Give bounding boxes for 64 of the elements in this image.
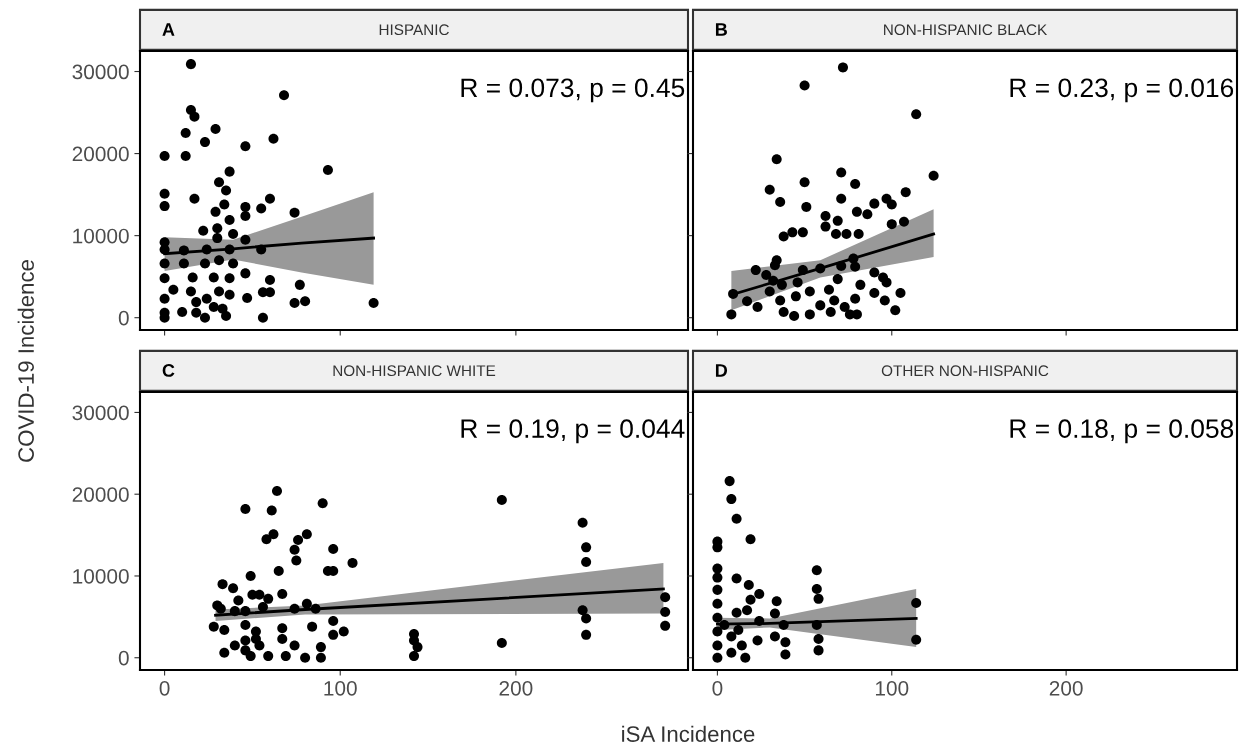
annotation: R = 0.23, p = 0.016 — [1010, 78, 1234, 103]
y-tick-label: 0 — [118, 310, 129, 326]
point — [712, 584, 723, 595]
point — [712, 598, 723, 609]
y-tick-label: 30000 — [72, 405, 129, 421]
point — [731, 573, 742, 584]
point — [726, 631, 737, 642]
point — [724, 476, 735, 487]
chart-title: NON-HISPANIC WHITE — [333, 365, 496, 377]
annotation: R = 0.18, p = 0.058 — [1010, 419, 1234, 444]
chart-title: HISPANIC — [379, 24, 449, 36]
point — [733, 624, 744, 635]
point — [731, 607, 742, 618]
point — [752, 635, 763, 646]
point — [712, 563, 723, 574]
point — [811, 584, 822, 595]
point — [712, 572, 723, 583]
point — [769, 608, 780, 619]
point — [712, 652, 723, 663]
point — [911, 597, 922, 608]
y-axis-title: COVID-19 Incidence — [17, 260, 34, 462]
chart-title: OTHER NON-HISPANIC — [881, 365, 1049, 377]
x-tick-label: 200 — [499, 680, 533, 696]
point — [813, 633, 824, 644]
point — [712, 640, 723, 651]
point — [740, 652, 751, 663]
point — [743, 579, 754, 590]
x-axis-title: iSA Incidence — [622, 725, 755, 742]
point — [712, 626, 723, 637]
y-tick-label: 30000 — [72, 64, 129, 80]
point — [780, 649, 791, 660]
point — [780, 637, 791, 648]
x-tick-label: 0 — [712, 680, 723, 696]
text: A — [162, 23, 175, 36]
text: C — [162, 364, 175, 377]
annotation: R = 0.19, p = 0.044 — [461, 419, 685, 444]
x-tick-label: 0 — [159, 680, 170, 696]
point — [911, 634, 922, 645]
point — [745, 534, 756, 545]
y-tick-label: 20000 — [72, 146, 129, 162]
point — [726, 647, 737, 658]
x-tick-label: 200 — [1049, 680, 1083, 696]
point — [813, 645, 824, 656]
y-tick-label: 0 — [118, 650, 129, 666]
x-tick-label: 100 — [875, 680, 909, 696]
point — [813, 593, 824, 604]
point — [811, 565, 822, 576]
x-tick-label: 100 — [324, 680, 357, 696]
y-tick-label: 20000 — [72, 487, 129, 502]
chart-title: NON-HISPANIC BLACK — [884, 24, 1048, 36]
point — [754, 588, 765, 599]
y-tick-label: 10000 — [73, 228, 129, 244]
point — [731, 513, 742, 524]
y-tick-label: 10000 — [73, 568, 129, 584]
point — [769, 631, 780, 642]
point — [742, 605, 753, 616]
text: B — [715, 23, 727, 36]
point — [736, 640, 747, 651]
text: D — [715, 364, 728, 377]
annotation: R = 0.073, p = 0.45 — [461, 78, 685, 103]
point — [712, 612, 723, 623]
point — [771, 596, 782, 607]
point — [745, 594, 756, 605]
point — [726, 494, 737, 505]
